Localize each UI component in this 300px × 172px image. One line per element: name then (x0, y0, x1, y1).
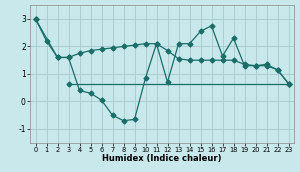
X-axis label: Humidex (Indice chaleur): Humidex (Indice chaleur) (102, 154, 222, 163)
